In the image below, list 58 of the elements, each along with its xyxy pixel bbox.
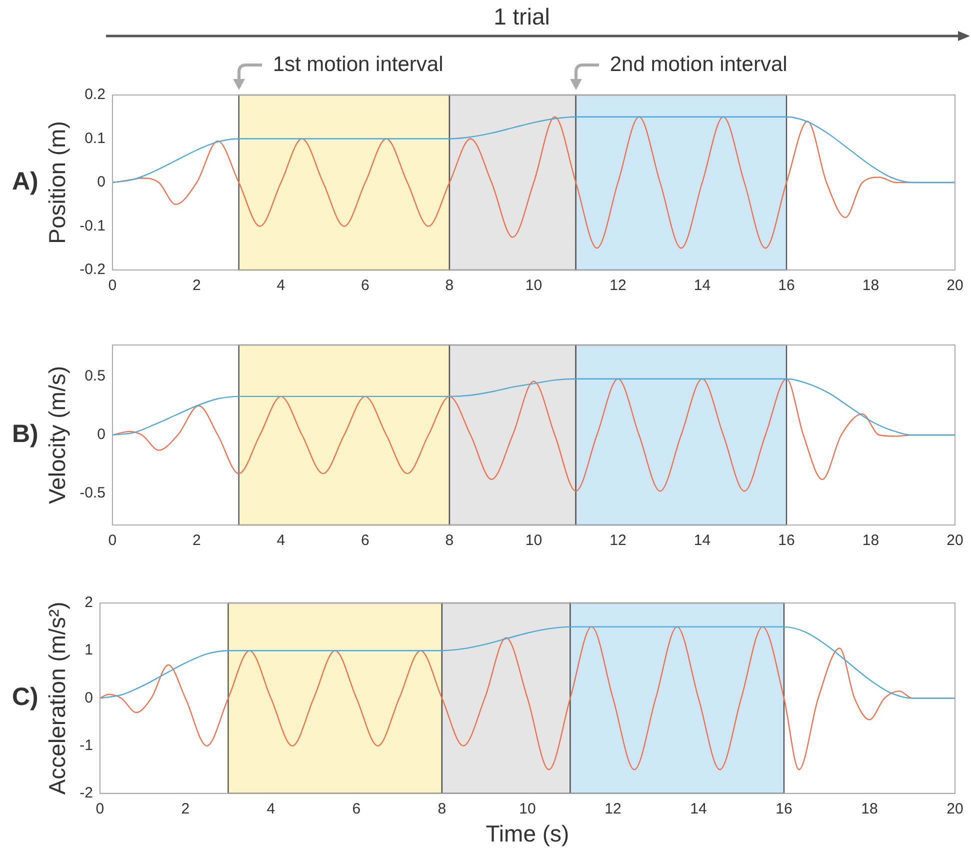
x-tick-label: 20	[946, 277, 964, 294]
x-tick-label: 18	[862, 277, 880, 294]
x-tick-label: 4	[276, 277, 286, 294]
text: A)	[12, 167, 38, 196]
x-tick-label: 8	[445, 532, 454, 550]
x-tick-label: 12	[610, 277, 626, 294]
y-tick-label: 0	[97, 426, 106, 444]
x-tick-label: 2	[181, 800, 190, 818]
x-tick-label: 10	[525, 532, 542, 550]
y-axis-title: Acceleration (m/s²)	[44, 602, 70, 795]
x-tick-label: 16	[778, 532, 795, 550]
x-axis-title: Time (s)	[486, 820, 570, 847]
line-series	[112, 378, 955, 436]
line-series	[112, 116, 955, 184]
y-tick-label: 1	[84, 642, 93, 659]
y-tick-label: -0.5	[80, 484, 106, 502]
y-tick-label: 0.2	[84, 86, 106, 104]
x-tick-label: 2	[192, 532, 201, 550]
x-tick-label: 10	[519, 800, 536, 818]
y-axis-title: Position (m)	[44, 121, 70, 244]
band-label: 1st motion interval	[272, 52, 444, 76]
x-tick-label: 18	[861, 800, 878, 818]
y-tick-label: 2	[84, 594, 93, 612]
x-tick-label: 4	[276, 532, 286, 550]
x-tick-label: 0	[108, 532, 117, 550]
x-tick-label: 6	[352, 800, 361, 818]
y-tick-label: -0.1	[80, 217, 106, 234]
x-tick-label: 16	[778, 277, 795, 294]
x-tick-label: 6	[361, 532, 370, 550]
x-tick-label: 14	[694, 277, 711, 294]
x-tick-label: 8	[445, 277, 454, 294]
x-tick-label: 20	[946, 532, 964, 550]
y-tick-label: -0.2	[80, 261, 106, 278]
line-series	[100, 626, 955, 699]
x-tick-label: 10	[525, 277, 542, 294]
text: C)	[12, 683, 38, 712]
x-tick-label: 14	[690, 800, 707, 818]
y-tick-label: -1	[80, 736, 93, 754]
x-tick-label: 16	[776, 800, 792, 818]
x-tick-label: 8	[438, 800, 446, 818]
x-tick-label: 12	[604, 800, 622, 818]
y-tick-label: 0	[84, 689, 93, 706]
x-tick-label: 4	[266, 800, 276, 818]
x-tick-label: 12	[610, 532, 626, 550]
y-tick-label: 0	[97, 174, 106, 191]
x-tick-label: 0	[108, 277, 117, 294]
y-tick-label: -2	[80, 784, 93, 802]
x-tick-label: 18	[862, 532, 880, 550]
x-tick-label: 2	[192, 277, 201, 294]
text: B)	[12, 420, 38, 448]
x-tick-label: 20	[946, 800, 964, 818]
y-tick-label: 0.1	[84, 130, 106, 147]
y-tick-label: 0.5	[84, 368, 106, 385]
x-tick-label: 6	[361, 277, 370, 294]
band-label: 2nd motion interval	[610, 52, 788, 76]
text: 1 trial	[494, 3, 550, 30]
x-tick-label: 14	[694, 532, 711, 550]
y-axis-title: Velocity (m/s)	[44, 366, 70, 504]
